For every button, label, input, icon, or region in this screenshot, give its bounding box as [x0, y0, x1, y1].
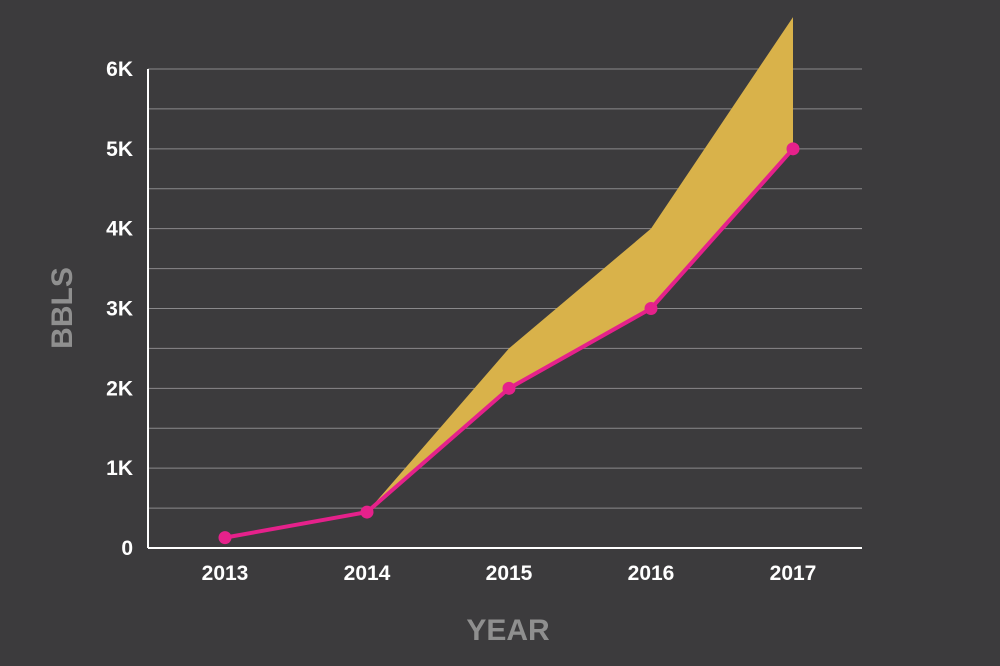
y-tick-label: 6K [106, 58, 133, 81]
y-tick-label: 5K [106, 138, 133, 161]
x-tick-label: 2017 [770, 562, 817, 585]
x-tick-label: 2013 [202, 562, 249, 585]
y-tick-label: 0 [121, 537, 133, 560]
x-tick-label: 2014 [344, 562, 391, 585]
data-point [502, 381, 516, 395]
projection-area [367, 17, 793, 513]
data-point [218, 531, 232, 545]
y-axis-title: BBLS [46, 267, 79, 349]
axes [147, 69, 862, 549]
y-tick-label: 2K [106, 377, 133, 400]
y-tick-labels: 0 1K 2K 3K 4K 5K 6K [106, 58, 133, 560]
x-axis-title: YEAR [466, 614, 550, 647]
x-tick-label: 2015 [486, 562, 533, 585]
y-tick-label: 1K [106, 457, 133, 480]
x-tick-labels: 2013 2014 2015 2016 2017 [202, 562, 817, 585]
x-tick-label: 2016 [628, 562, 675, 585]
data-point [360, 505, 374, 519]
data-point [786, 142, 800, 156]
y-tick-label: 3K [106, 298, 133, 321]
y-tick-label: 4K [106, 218, 133, 241]
data-point [644, 302, 658, 315]
series-line [218, 142, 800, 545]
projection-band [367, 17, 793, 513]
